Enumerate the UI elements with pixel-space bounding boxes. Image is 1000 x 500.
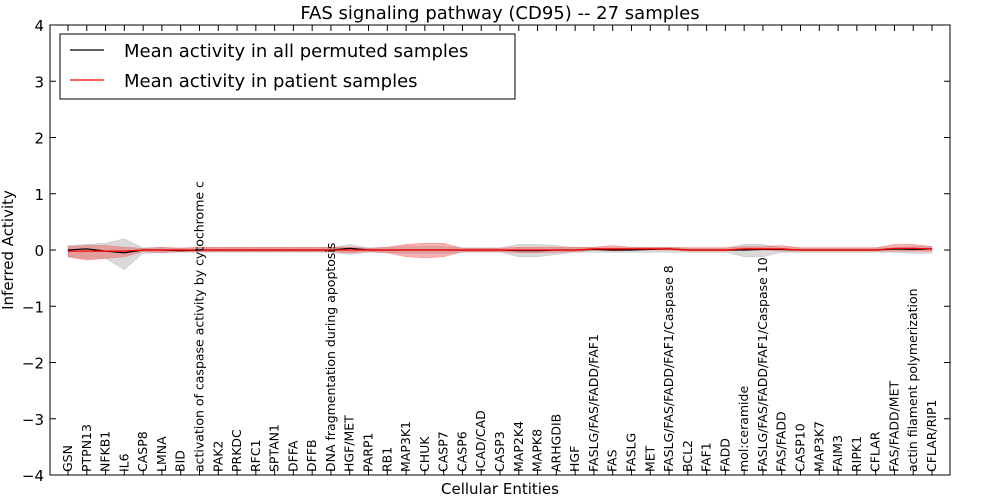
x-tick-label: mol:ceramide	[736, 386, 751, 472]
x-tick-label: IL6	[116, 453, 131, 472]
x-tick-label: FASLG/FAS/FADD/FAF1/Caspase 8	[661, 265, 676, 472]
y-tick-label: 1	[34, 186, 44, 204]
x-tick-label: ARHGDIB	[548, 414, 563, 472]
x-tick-label: activation of caspase activity by cytoch…	[191, 181, 206, 472]
x-tick-label: RFC1	[248, 439, 263, 472]
x-tick-label: PAK2	[210, 441, 225, 472]
x-tick-label: CFLAR	[868, 431, 883, 472]
chart-title: FAS signaling pathway (CD95) -- 27 sampl…	[300, 3, 699, 24]
x-tick-label: HGF/MET	[342, 415, 357, 472]
x-tick-label: FAF1	[699, 442, 714, 472]
x-tick-label: ICAD/CAD	[473, 410, 488, 472]
x-tick-label: CASP7	[436, 431, 451, 472]
x-tick-label: MAP3K7	[811, 421, 826, 472]
legend: Mean activity in all permuted samples Me…	[59, 33, 516, 100]
x-tick-label: DNA fragmentation during apoptosis	[323, 243, 338, 472]
x-tick-label: CASP6	[454, 431, 469, 472]
x-tick-label: NFKB1	[98, 431, 113, 472]
legend-entry-permuted: Mean activity in all permuted samples	[124, 41, 468, 62]
x-tick-label: GSN	[60, 445, 75, 472]
x-tick-label: FASLG/FAS/FADD/FAF1/Caspase 10	[755, 257, 770, 472]
x-tick-label: LMNA	[154, 436, 169, 472]
legend-entry-patient: Mean activity in patient samples	[124, 71, 418, 92]
x-tick-label: PARP1	[361, 433, 376, 472]
series-lines	[67, 247, 933, 254]
band-patient	[67, 243, 933, 261]
x-tick-label: FASLG/FAS/FADD/FAF1	[586, 334, 601, 472]
y-axis-label: Inferred Activity	[0, 190, 17, 310]
x-tick-label: FADD	[717, 438, 732, 472]
x-tick-label: BID	[173, 450, 188, 472]
x-tick-label: MET	[642, 445, 657, 472]
y-tick-label: 0	[34, 242, 44, 260]
x-tick-label: HGF	[567, 446, 582, 472]
x-tick-label: SPTAN1	[267, 424, 282, 472]
x-tick-label: FAIM3	[830, 435, 845, 472]
x-tick-label: MAP2K4	[511, 421, 526, 472]
y-tick-label: 3	[34, 73, 44, 91]
x-tick-label: FAS/FADD	[774, 411, 789, 472]
x-tick-label: RIPK1	[849, 436, 864, 472]
y-tick-label: 4	[34, 17, 44, 35]
x-tick-label: MAP3K1	[398, 421, 413, 472]
x-tick-label: PTPN13	[79, 424, 94, 472]
x-tick-label: FASLG	[623, 433, 638, 472]
series-line-patient	[68, 247, 933, 252]
y-tick-label: −1	[22, 298, 44, 316]
x-tick-label: CASP3	[492, 431, 507, 472]
x-tick-label: FAS/FADD/MET	[886, 381, 901, 472]
confidence-bands	[67, 238, 933, 271]
x-tick-label: CASP10	[793, 423, 808, 472]
x-tick-labels: GSN PTPN13 NFKB1 IL6 CASP8 LMNA BID activation …	[60, 25, 939, 475]
band-permuted	[67, 238, 933, 271]
x-tick-label: CHUK	[417, 436, 432, 472]
y-tick-label: 2	[34, 130, 44, 148]
x-tick-label: BCL2	[680, 440, 695, 472]
x-tick-label: CFLAR/RIP1	[924, 400, 939, 472]
y-tick-label: −3	[22, 411, 44, 429]
x-tick-label: actin filament polymerization	[905, 288, 920, 472]
y-tick-label: −2	[22, 355, 44, 373]
x-tick-label: FAS	[605, 449, 620, 472]
x-tick-label: DFFB	[304, 439, 319, 472]
x-tick-label: DFFA	[285, 440, 300, 472]
plot-frame	[49, 24, 951, 476]
x-axis-label: Cellular Entities	[441, 480, 559, 498]
x-tick-label: CASP8	[135, 431, 150, 472]
x-tick-label: MAPK8	[530, 429, 545, 472]
y-axis-ticks: −4 −3 −2 −1 0 1 2 3 4	[22, 17, 950, 485]
x-tick-label: RB1	[379, 447, 394, 472]
x-tick-label: PRKDC	[229, 429, 244, 472]
legend-box	[59, 33, 516, 100]
y-tick-label: −4	[22, 467, 44, 485]
